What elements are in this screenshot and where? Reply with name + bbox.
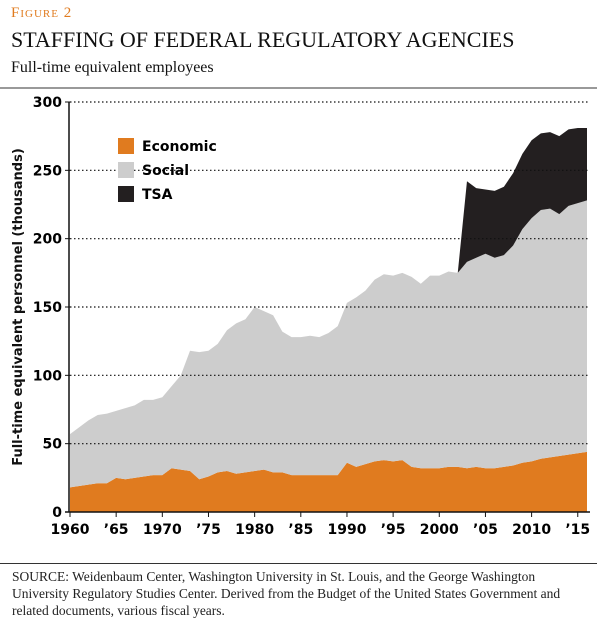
y-tick-label: 100: [33, 368, 62, 384]
x-tick-label: ’65: [104, 522, 129, 538]
legend-label: TSA: [142, 187, 173, 203]
y-tick-label: 200: [33, 232, 62, 248]
source-note: SOURCE: Weidenbaum Center, Washington Un…: [12, 569, 561, 618]
figure-label: Figure 2: [11, 5, 72, 21]
x-tick-label: 1960: [51, 522, 90, 538]
rule: [0, 563, 597, 564]
area-2: [70, 127, 587, 435]
y-tick-label: 250: [33, 163, 62, 179]
area-0: [70, 451, 587, 512]
x-tick-label: 2010: [512, 522, 551, 538]
legend-swatch: [118, 138, 134, 154]
chart-subtitle: Full-time equivalent employees: [11, 59, 214, 76]
y-tick-label: 150: [33, 300, 62, 316]
x-tick-label: ’95: [381, 522, 406, 538]
x-tick-label: ’75: [196, 522, 221, 538]
chart-title: STAFFING OF FEDERAL REGULATORY AGENCIES: [11, 27, 514, 52]
y-axis-label: Full-time equivalent personnel (thousand…: [11, 148, 26, 466]
area-1: [70, 200, 587, 488]
y-tick-label: 300: [33, 95, 62, 111]
legend-label: Social: [142, 163, 189, 179]
x-tick-label: ’05: [473, 522, 498, 538]
legend-swatch: [118, 186, 134, 202]
x-tick-label: ’15: [565, 522, 590, 538]
x-tick-label: 1980: [235, 522, 274, 538]
x-tick-label: 2000: [420, 522, 459, 538]
legend-swatch: [118, 162, 134, 178]
x-tick-label: 1990: [327, 522, 366, 538]
y-tick-label: 0: [52, 505, 62, 521]
x-tick-label: ’85: [288, 522, 313, 538]
y-tick-label: 50: [43, 437, 63, 453]
legend-label: Economic: [142, 139, 217, 155]
chart: Figure 2 STAFFING OF FEDERAL REGULATORY …: [0, 5, 597, 538]
x-tick-label: 1970: [143, 522, 182, 538]
